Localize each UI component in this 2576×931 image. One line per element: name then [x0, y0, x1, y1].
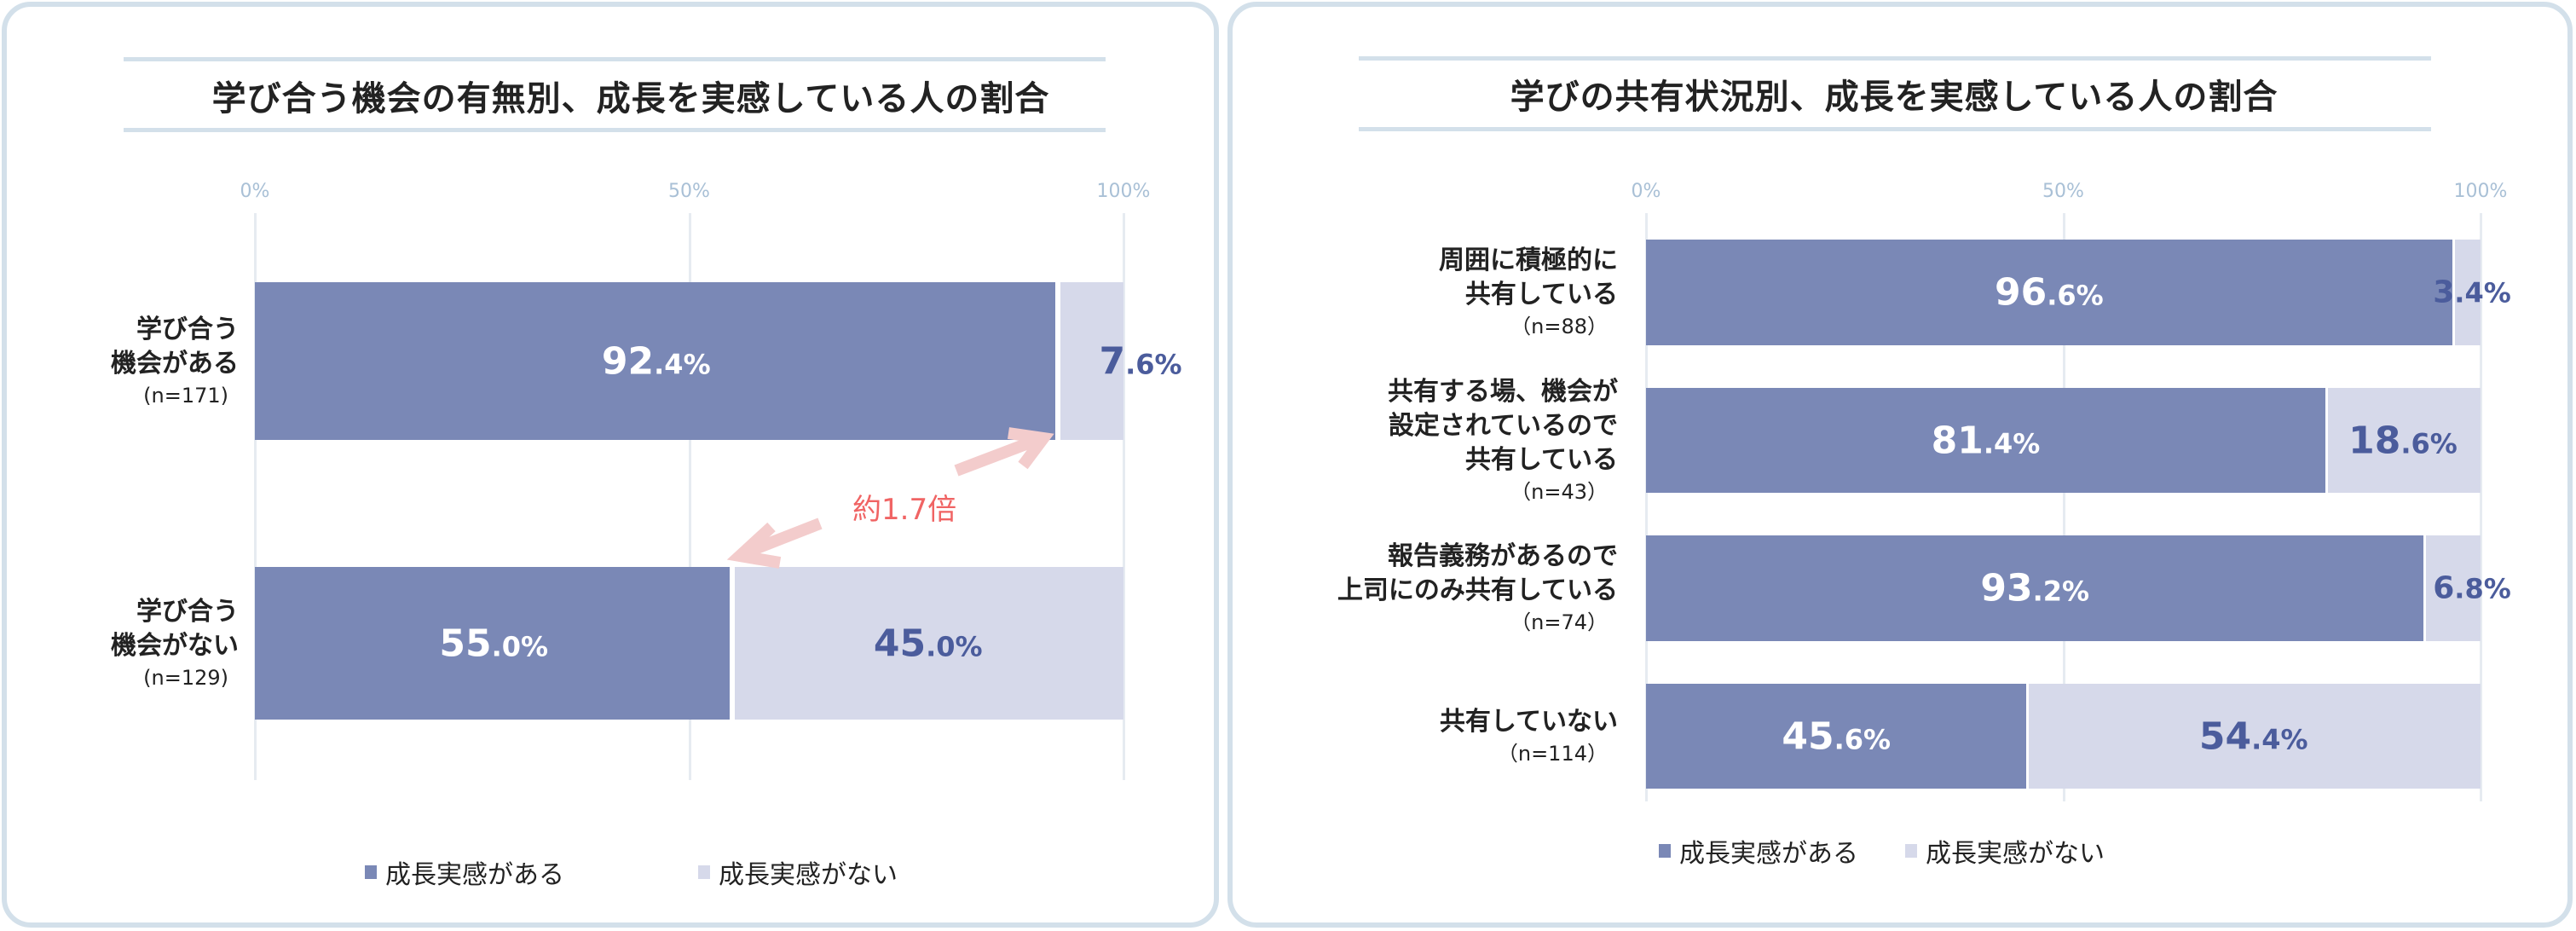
legend-label: 成長実感がない [719, 860, 898, 890]
legend-swatch-icon [1905, 844, 1917, 858]
x-tick-label: 50% [668, 181, 710, 202]
data-label: 6.8% [2433, 570, 2511, 606]
gridline [254, 213, 257, 780]
legend-label: 成長実感がある [1679, 839, 1858, 869]
bar-growth [255, 567, 731, 720]
gridline [1123, 213, 1125, 780]
x-tick-label: 0% [1631, 181, 1661, 202]
legend-item: 成長実感がない [698, 853, 898, 891]
x-tick-label: 50% [2042, 181, 2084, 202]
chart-title: 学び合う機会の有無別、成長を実感している人の割合 [211, 79, 1050, 119]
data-label: 3.4% [2433, 275, 2511, 310]
category-label: 報告義務があるので上司にのみ共有している （n=74） [1337, 540, 1618, 637]
legend-swatch-icon [698, 865, 710, 879]
data-label: 92.4% [601, 339, 711, 383]
category-label: 共有する場、機会が 設定されているので 共有している （n=43） [1388, 375, 1618, 506]
data-label: 45.0% [873, 622, 983, 665]
data-label: 93.2% [1980, 566, 2090, 610]
bar-no-growth [2426, 535, 2481, 641]
title-rule [124, 128, 1106, 132]
legend-label: 成長実感がない [1926, 839, 2105, 869]
x-tick-label: 0% [240, 181, 270, 202]
legend-swatch-icon [1659, 844, 1671, 858]
data-label: 18.6% [2348, 419, 2458, 462]
bar-growth [1646, 535, 2424, 641]
category-label-line: 共有していない [1439, 706, 1618, 737]
category-label: 周囲に積極的に共有している （n=88） [1439, 244, 1618, 341]
category-label-line: 周囲に積極的に [1439, 246, 1618, 275]
ratio-annotation: 約1.7倍 [852, 493, 957, 527]
chart-panel-learning-opportunity [2, 2, 1219, 928]
gridline [2062, 213, 2065, 801]
category-label-line: 共有している [1464, 444, 1618, 475]
category-label-line: 上司にのみ共有している [1337, 575, 1618, 605]
gridline [2480, 213, 2482, 801]
title-rule [124, 57, 1106, 61]
gridline [688, 213, 691, 780]
bar-no-growth [1060, 282, 1123, 440]
bar-growth [1646, 240, 2452, 345]
category-label: 学び合う機会がある (n=171) [111, 313, 239, 410]
bar-growth [1646, 684, 2027, 789]
gridline [1645, 213, 1648, 801]
bar-no-growth [735, 567, 1123, 720]
bar-growth [1646, 388, 2325, 493]
title-rule [1359, 56, 2431, 61]
category-label-line: 機会がある [111, 348, 239, 379]
sample-size: （n=88） [1510, 315, 1608, 338]
sample-size: （n=74） [1510, 610, 1608, 634]
category-label-line: 学び合う [136, 596, 239, 627]
data-label: 81.4% [1931, 419, 2041, 462]
sample-size: （n=114） [1497, 741, 1608, 766]
data-label: 55.0% [439, 622, 549, 665]
data-label: 96.6% [1994, 270, 2104, 315]
data-label: 45.6% [1782, 714, 1892, 758]
sample-size: （n=43） [1510, 479, 1608, 504]
category-label: 学び合う 機会がない (n=129) [111, 595, 239, 692]
sample-size: (n=171) [143, 383, 228, 408]
title-rule [1359, 127, 2431, 131]
category-label-line: 報告義務があるので [1388, 541, 1618, 571]
x-tick-label: 100% [1096, 181, 1151, 202]
legend-item: 成長実感がある [365, 853, 564, 891]
bar-no-growth [2327, 388, 2481, 493]
category-label-line: 機会がない [111, 630, 239, 661]
category-label-line: 設定されているので [1388, 410, 1618, 441]
data-label: 54.4% [2198, 714, 2308, 758]
category-label-line: 共有している [1464, 280, 1618, 309]
bar-no-growth [2029, 684, 2481, 789]
legend-label: 成長実感がある [385, 860, 564, 890]
category-label: 共有していない （n=114） [1440, 705, 1618, 768]
bar-growth [255, 282, 1055, 440]
category-label-line: 共有する場、機会が [1388, 376, 1618, 407]
legend-swatch-icon [365, 865, 377, 879]
legend-item: 成長実感がない [1905, 832, 2105, 870]
x-tick-label: 100% [2453, 181, 2508, 202]
bar-no-growth [2454, 240, 2481, 345]
category-label-line: 学び合う [136, 314, 239, 344]
legend-item: 成長実感がある [1659, 832, 1858, 870]
sample-size: (n=129) [143, 665, 228, 690]
chart-title: 学びの共有状況別、成長を実感している人の割合 [1510, 78, 2279, 117]
data-label: 7.6% [1099, 339, 1182, 383]
